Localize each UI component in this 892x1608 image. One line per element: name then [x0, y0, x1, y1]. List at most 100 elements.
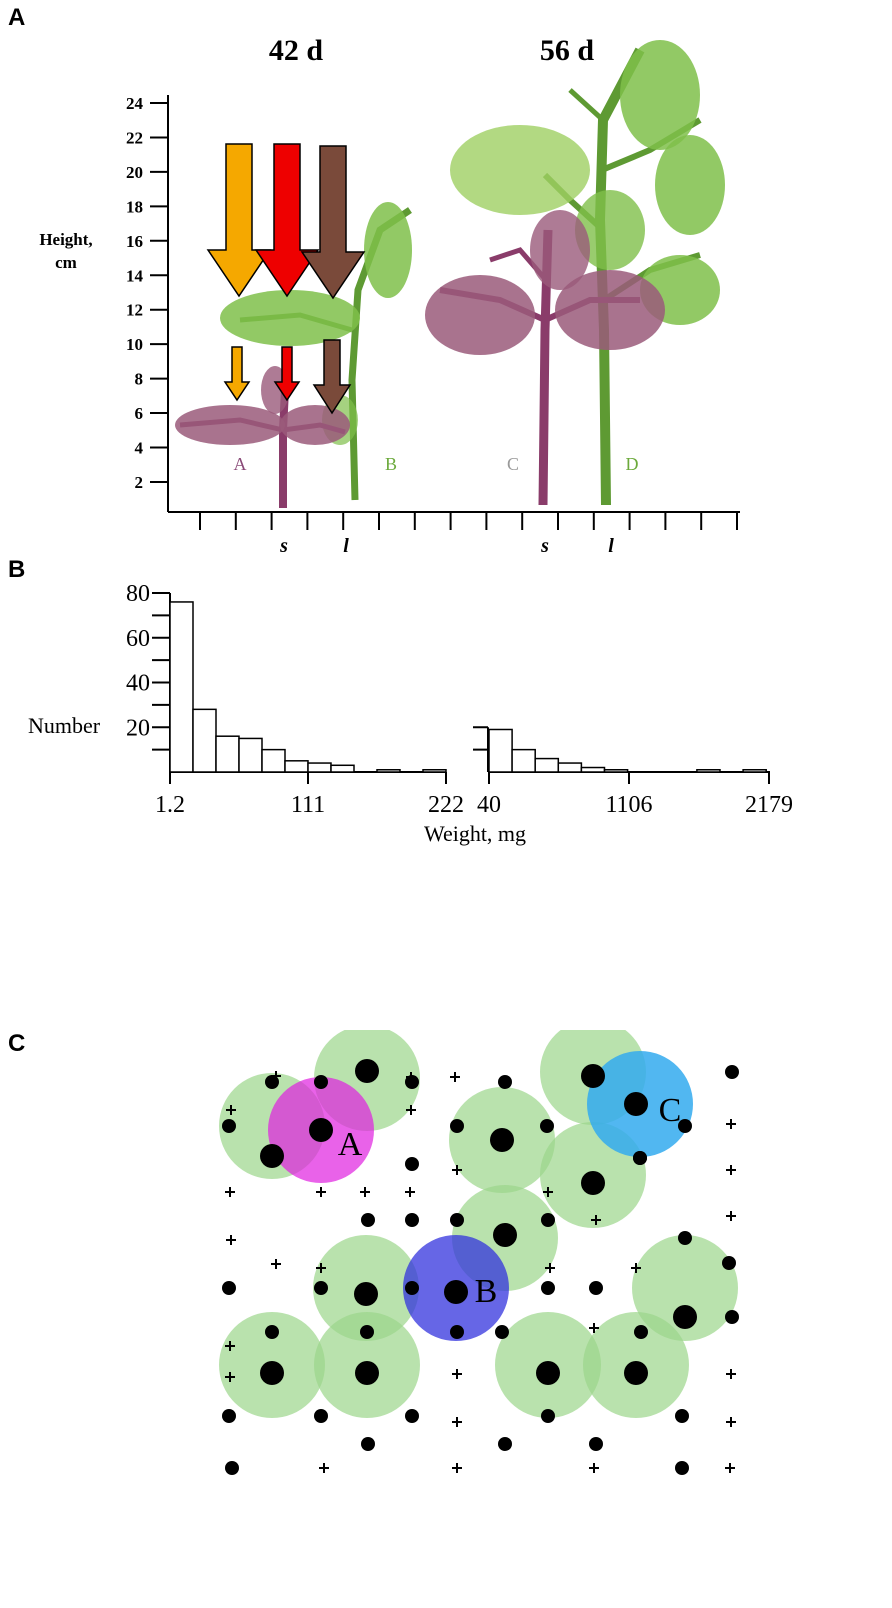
panel-c-figure: A B B C: [219, 1030, 739, 1475]
large-arrow-red: [254, 143, 320, 298]
empty-site-marker: [271, 1259, 281, 1269]
empty-site-marker: [406, 1072, 416, 1082]
large-plant-dot: [581, 1171, 605, 1195]
y-tick-label: 20: [126, 715, 150, 741]
small-plant-dot: [450, 1213, 464, 1227]
small-plant-dot: [675, 1461, 689, 1475]
empty-site-marker: [545, 1263, 555, 1273]
x-tick-label: 1.2: [155, 792, 185, 818]
large-plant-dot: [581, 1064, 605, 1088]
large-plant-dot: [260, 1144, 284, 1168]
small-plant-dot: [361, 1437, 375, 1451]
histogram-bar: [511, 748, 536, 773]
empty-site-marker: [360, 1187, 370, 1197]
small-plant-dot: [678, 1119, 692, 1133]
histogram-bar: [215, 735, 240, 773]
small-plant-dot: [405, 1157, 419, 1171]
small-plant-dot: [222, 1119, 236, 1133]
empty-site-marker: [726, 1119, 736, 1129]
height-tick-label: 16: [126, 232, 143, 251]
small-plant-dot: [405, 1409, 419, 1423]
stem-label-l-42: l: [343, 535, 349, 557]
histogram-bar: [742, 769, 767, 773]
y-tick-label: 40: [126, 671, 150, 697]
empty-site-marker: [271, 1071, 281, 1081]
empty-site-marker: [225, 1372, 235, 1382]
plant-c: [425, 210, 665, 506]
large-plant-dot: [673, 1305, 697, 1329]
histogram-bars: [169, 601, 767, 773]
large-plant-dot: [260, 1361, 284, 1385]
empty-site-marker: [225, 1187, 235, 1197]
empty-site-marker: [319, 1463, 329, 1473]
empty-site-marker: [452, 1165, 462, 1175]
x-tick-label: 40: [477, 792, 501, 818]
title-56d: 56 d: [540, 34, 595, 67]
small-plant-dot: [633, 1151, 647, 1165]
small-plant-dot: [314, 1281, 328, 1295]
empty-site-marker: [725, 1463, 735, 1473]
empty-site-marker: [726, 1211, 736, 1221]
small-plant-dot: [675, 1409, 689, 1423]
height-tick-label: 12: [126, 301, 143, 320]
histogram-bar: [696, 769, 721, 773]
histogram-chart: Number Weight, mg 80 60 40 20 1.2 111 222 40 110…: [28, 581, 793, 846]
x-tick-label: 1106: [605, 792, 652, 818]
x-axis-label: Weight, mg: [424, 821, 526, 846]
empty-site-marker: [406, 1105, 416, 1115]
neighborhood-circle: [632, 1235, 738, 1341]
empty-site-marker: [543, 1187, 553, 1197]
small-plant-dot: [722, 1256, 736, 1270]
small-plant-dot: [405, 1281, 419, 1295]
empty-site-marker: [726, 1369, 736, 1379]
height-tick-label: 22: [126, 128, 143, 147]
large-plant-dot: [624, 1092, 648, 1116]
height-axis-label-line2: cm: [55, 253, 77, 272]
small-arrow-brown: [312, 339, 352, 415]
histogram-bar: [192, 708, 217, 773]
x-tick-label: 2179: [745, 792, 793, 818]
small-plant-dot: [222, 1409, 236, 1423]
small-arrow-yellow: [223, 346, 251, 402]
height-tick-label: 8: [135, 370, 144, 389]
height-axis-label-line1: Height,: [39, 230, 92, 249]
height-tick-label: 18: [126, 197, 143, 216]
panel-b-label: B: [8, 556, 26, 583]
small-plant-dot: [450, 1325, 464, 1339]
height-tick-label: 4: [135, 439, 144, 458]
plant-b: [220, 202, 412, 501]
small-plant-dot: [498, 1075, 512, 1089]
histogram-bar: [284, 760, 309, 773]
histogram-tick-labels: 80 60 40 20 1.2 111 222 40 1106 2179: [126, 581, 793, 818]
small-plant-dot: [225, 1461, 239, 1475]
large-plant-dot: [536, 1361, 560, 1385]
y-tick-label: 60: [126, 626, 150, 652]
small-plant-dot: [314, 1075, 328, 1089]
empty-site-marker: [589, 1463, 599, 1473]
height-tick-label: 2: [135, 473, 144, 492]
small-plant-dot: [495, 1325, 509, 1339]
plant-d: [450, 40, 725, 506]
height-tick-label: 20: [126, 163, 143, 182]
histogram-bar: [488, 728, 513, 773]
large-plant-dot: [444, 1280, 468, 1304]
plant-a: [175, 366, 350, 508]
x-tick-label: 111: [291, 792, 325, 818]
small-plant-dot: [265, 1325, 279, 1339]
small-plant-dot: [725, 1310, 739, 1324]
histogram-bar: [307, 762, 332, 773]
small-plant-dot: [725, 1065, 739, 1079]
large-arrow-brown: [300, 145, 366, 300]
title-42d: 42 d: [269, 34, 324, 67]
empty-site-marker: [631, 1263, 641, 1273]
small-plant-dot: [498, 1437, 512, 1451]
histogram-bar: [603, 769, 629, 773]
histogram-bar: [534, 757, 560, 773]
histogram-bar: [580, 766, 606, 773]
empty-site-marker: [226, 1105, 236, 1115]
histogram-bar: [376, 769, 401, 773]
empty-site-marker: [405, 1187, 415, 1197]
large-plant-dot: [354, 1282, 378, 1306]
small-plant-dot: [360, 1325, 374, 1339]
large-plant-dot: [355, 1059, 379, 1083]
